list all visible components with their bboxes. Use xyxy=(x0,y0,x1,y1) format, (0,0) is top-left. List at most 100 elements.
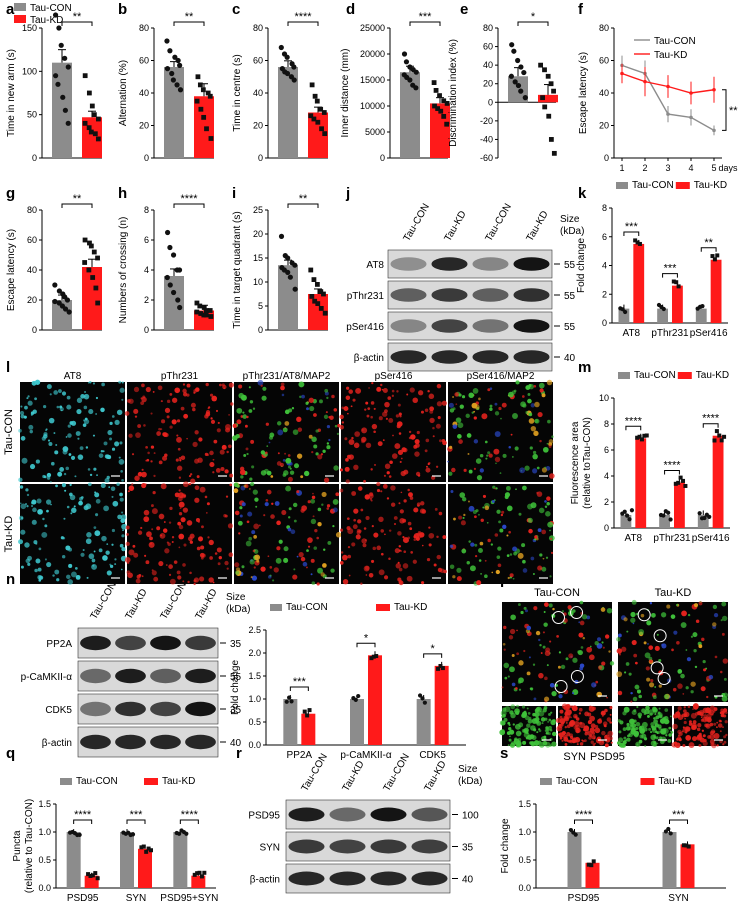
signal-speck xyxy=(635,741,641,747)
y-tick-label: 80 xyxy=(253,23,263,33)
signal-speck xyxy=(225,495,229,498)
y-tick-label: 6 xyxy=(602,232,607,242)
signal-speck xyxy=(335,532,342,538)
bar-tau-con-1 xyxy=(659,515,670,528)
signal-speck xyxy=(169,392,173,396)
signal-speck xyxy=(86,532,92,538)
y-axis-label: (relative to Tau-CON) xyxy=(24,799,35,893)
signal-speck xyxy=(280,385,285,391)
signal-speck xyxy=(280,382,285,387)
legend-label-con: Tau-CON xyxy=(76,776,118,787)
signal-speck xyxy=(539,439,542,443)
signal-speck xyxy=(386,497,390,500)
data-point xyxy=(62,107,68,113)
blot-band xyxy=(390,288,427,302)
signal-speck xyxy=(74,475,77,478)
signal-speck xyxy=(541,722,544,725)
signal-speck xyxy=(46,509,49,513)
signal-speck xyxy=(46,561,52,568)
signal-speck xyxy=(500,417,502,420)
signal-speck xyxy=(393,522,397,526)
signal-speck xyxy=(111,447,116,451)
signal-speck xyxy=(326,396,329,400)
signal-speck xyxy=(537,411,543,418)
signal-speck xyxy=(543,622,548,627)
signal-speck xyxy=(469,565,476,572)
signal-speck xyxy=(632,696,638,702)
data-point xyxy=(438,664,443,669)
signal-speck xyxy=(239,506,243,510)
data-point xyxy=(422,700,427,705)
signal-speck xyxy=(215,409,219,412)
data-point xyxy=(420,696,425,701)
signal-speck xyxy=(27,395,30,398)
signal-speck xyxy=(397,449,404,456)
signal-speck xyxy=(549,729,553,732)
signal-speck xyxy=(300,475,304,479)
signal-speck xyxy=(515,730,522,737)
signal-speck xyxy=(373,407,376,410)
signal-speck xyxy=(75,574,81,580)
signal-speck xyxy=(651,727,657,733)
bar-tau-kd-0 xyxy=(633,243,645,323)
signal-speck xyxy=(269,566,273,569)
blot-band xyxy=(80,635,111,651)
signal-speck xyxy=(700,686,706,692)
data-point xyxy=(184,831,189,836)
signal-speck xyxy=(683,720,687,725)
x-tick-label: PSD95 xyxy=(67,893,99,904)
signal-speck xyxy=(472,388,479,394)
signal-speck xyxy=(633,719,637,723)
data-point xyxy=(292,286,298,292)
signal-speck xyxy=(152,390,155,393)
signal-speck xyxy=(24,405,28,410)
signal-speck xyxy=(56,578,60,582)
signal-speck xyxy=(95,396,99,400)
signal-speck xyxy=(384,463,391,470)
y-tick-label: 0.0 xyxy=(518,883,531,893)
signal-speck xyxy=(458,515,463,520)
signal-speck xyxy=(55,444,58,447)
data-point xyxy=(676,480,681,485)
signal-speck xyxy=(509,628,516,635)
data-point xyxy=(278,44,284,51)
data-point xyxy=(551,88,556,94)
signal-speck xyxy=(128,549,135,556)
signal-speck xyxy=(561,610,565,613)
signal-speck xyxy=(20,405,23,408)
signal-speck xyxy=(126,561,130,565)
signal-speck xyxy=(388,418,394,423)
data-point xyxy=(441,114,447,119)
data-point xyxy=(167,48,173,54)
signal-speck xyxy=(114,563,117,566)
signal-speck xyxy=(92,564,95,567)
signal-speck xyxy=(282,427,288,433)
signal-speck xyxy=(31,504,34,508)
signal-speck xyxy=(66,505,70,509)
signal-speck xyxy=(651,612,656,618)
x-tick-label: PP2A xyxy=(287,750,313,761)
signal-speck xyxy=(385,417,388,420)
signal-speck xyxy=(668,733,672,737)
data-point xyxy=(56,288,62,294)
signal-speck xyxy=(180,517,186,523)
signal-speck xyxy=(604,634,610,639)
y-tick-label: 150 xyxy=(22,23,37,33)
signal-speck xyxy=(497,563,502,568)
signal-speck xyxy=(371,382,374,385)
image-row-label: Tau-KD xyxy=(3,516,15,553)
signal-speck xyxy=(677,715,680,718)
signal-speck xyxy=(312,492,314,495)
signal-speck xyxy=(582,636,586,640)
signal-speck xyxy=(376,386,382,392)
micro-l-1-4 xyxy=(448,484,555,586)
signal-speck xyxy=(661,730,667,735)
legend-swatch-con xyxy=(540,778,552,785)
signal-speck xyxy=(44,524,48,528)
signal-speck xyxy=(396,390,399,393)
y-tick-label: 25000 xyxy=(360,23,385,33)
signal-speck xyxy=(466,433,472,438)
panel-label-m: m xyxy=(578,359,591,376)
